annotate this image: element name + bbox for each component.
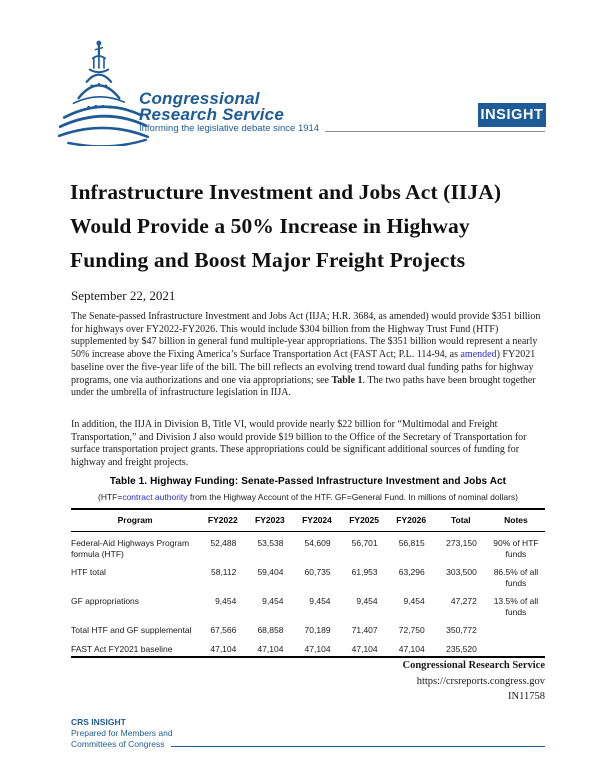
table-header-row: Program FY2022 FY2023 FY2024 FY2025 FY2026 Tot… xyxy=(71,509,545,532)
crs-wordmark: Congressional Research Service xyxy=(139,89,284,124)
crs-tagline: Informing the legislative debate since 1… xyxy=(139,123,320,134)
cell-value: 303,500 xyxy=(446,567,477,577)
table-title: Table 1. Highway Funding: Senate-Passed … xyxy=(109,476,507,487)
table-row: FAST Act FY2021 baseline 47,104 47,104 47,1… xyxy=(71,638,545,658)
cell-value: 63,296 xyxy=(398,567,425,577)
contract-authority-link[interactable]: contract authority xyxy=(122,492,188,502)
crs-wordmark-line1: Congressional xyxy=(139,89,260,108)
table-body: Federal-Aid Highways Program formula (HT… xyxy=(71,532,545,658)
tagline-row: Informing the legislative debate since 1… xyxy=(139,123,545,134)
row-note: 13.5% of all funds xyxy=(493,596,539,617)
cell-value: 47,104 xyxy=(257,643,284,654)
column-header: FY2025 xyxy=(340,509,388,532)
footer-url[interactable]: https://crsreports.congress.gov xyxy=(416,675,545,687)
table-subtitle: (HTF=contract authority from the Highway… xyxy=(71,492,545,502)
capitol-dome-icon xyxy=(58,40,150,146)
cell-value: 70,189 xyxy=(304,625,331,635)
footer-doc-id: IN11758 xyxy=(508,691,545,702)
cell-value: 47,104 xyxy=(351,643,378,654)
publication-date: September 22, 2021 xyxy=(71,288,176,303)
table-row: Total HTF and GF supplemental 67,566 68,85… xyxy=(71,619,545,638)
cell-value: 54,609 xyxy=(304,538,331,548)
cell-value: 47,104 xyxy=(210,643,237,654)
cell-value: 58,112 xyxy=(210,567,237,577)
page-title: Infrastructure Investment and Jobs Act (… xyxy=(70,175,501,277)
cell-value: 72,750 xyxy=(398,625,425,635)
cell-value: 52,488 xyxy=(210,538,237,548)
footer-attribution: Congressional Research Service https://c… xyxy=(402,658,545,705)
table-row: GF appropriations 9,454 9,454 9,454 9,454 9,4… xyxy=(71,590,545,619)
row-note xyxy=(487,638,545,658)
cell-value: 71,407 xyxy=(351,625,378,635)
funding-table: Program FY2022 FY2023 FY2024 FY2025 FY2026 Tot… xyxy=(71,508,545,658)
cell-value: 9,454 xyxy=(356,596,378,606)
column-header: Total xyxy=(434,509,487,532)
cell-value: 56,701 xyxy=(351,538,378,548)
cell-value: 68,858 xyxy=(257,625,284,635)
row-note: 86.5% of all funds xyxy=(493,567,539,588)
insight-badge: INSIGHT xyxy=(478,103,546,127)
cell-value: 9,454 xyxy=(262,596,284,606)
crs-insight-label: CRS INSIGHT xyxy=(71,717,126,727)
column-header: FY2022 xyxy=(199,509,247,532)
para1-text3: . The two paths have been brought togeth… xyxy=(71,374,536,399)
column-header: FY2023 xyxy=(246,509,294,532)
row-label: FAST Act FY2021 baseline xyxy=(71,643,173,654)
row-label: HTF total xyxy=(71,567,106,577)
crs-wordmark-line2: Research Service xyxy=(139,105,284,124)
paragraph-1: The Senate-passed Infrastructure Investm… xyxy=(71,311,547,400)
column-header: FY2026 xyxy=(387,509,435,532)
footer-org: Congressional Research Service xyxy=(402,660,545,671)
column-header: Notes xyxy=(486,509,545,532)
cell-value: 59,404 xyxy=(257,567,284,577)
cell-value: 9,454 xyxy=(403,596,425,606)
cell-value: 47,104 xyxy=(398,643,425,654)
funding-table-section: Table 1. Highway Funding: Senate-Passed … xyxy=(71,476,545,658)
column-header: Program xyxy=(71,509,200,532)
table-row: HTF total 58,112 59,404 60,735 61,953 63,296 3… xyxy=(71,561,545,590)
bottom-footer: CRS INSIGHT Prepared for Members and Com… xyxy=(71,717,545,750)
prepared-for-line2: Committees of Congress xyxy=(71,739,165,749)
column-header: FY2024 xyxy=(293,509,341,532)
row-note xyxy=(487,619,545,638)
tagline-rule xyxy=(325,131,545,132)
table-row: Federal-Aid Highways Program formula (HT… xyxy=(71,532,545,562)
row-note: 90% of HTF funds xyxy=(493,538,539,559)
cell-value: 235,520 xyxy=(446,643,477,654)
table-subtitle-post: from the Highway Account of the HTF. GF=… xyxy=(187,492,518,502)
cell-value: 9,454 xyxy=(215,596,237,606)
cell-value: 47,104 xyxy=(304,643,331,654)
table1-reference: Table 1 xyxy=(331,374,363,386)
row-label: Total HTF and GF supplemental xyxy=(71,625,192,635)
page-title-line1: Infrastructure Investment and Jobs Act (… xyxy=(70,180,502,204)
cell-value: 53,538 xyxy=(257,538,284,548)
para1-text2: ) FY2021 baseline over the five-year lif… xyxy=(71,349,536,386)
cell-value: 9,454 xyxy=(309,596,331,606)
cell-value: 60,735 xyxy=(304,567,331,577)
amended-link[interactable]: amended xyxy=(460,349,497,361)
cell-value: 67,566 xyxy=(210,625,237,635)
page-title-line3: Funding and Boost Major Freight Projects xyxy=(70,248,466,272)
prepared-for-row: Committees of Congress xyxy=(71,739,545,750)
table-subtitle-pre: (HTF= xyxy=(98,492,123,502)
para1-text: The Senate-passed Infrastructure Investm… xyxy=(71,311,541,361)
row-label: GF appropriations xyxy=(71,596,140,606)
paragraph-2: In addition, the IIJA in Division B, Tit… xyxy=(71,419,527,469)
cell-value: 273,150 xyxy=(446,538,477,548)
prepared-for-line1: Prepared for Members and xyxy=(71,728,173,738)
page-title-line2: Would Provide a 50% Increase in Highway xyxy=(70,214,470,238)
cell-value: 56,815 xyxy=(398,538,425,548)
cell-value: 61,953 xyxy=(351,567,378,577)
cell-value: 350,772 xyxy=(446,625,477,635)
bottom-rule xyxy=(170,746,545,747)
row-label: Federal-Aid Highways Program formula (HT… xyxy=(71,538,190,559)
cell-value: 47,272 xyxy=(450,596,477,606)
